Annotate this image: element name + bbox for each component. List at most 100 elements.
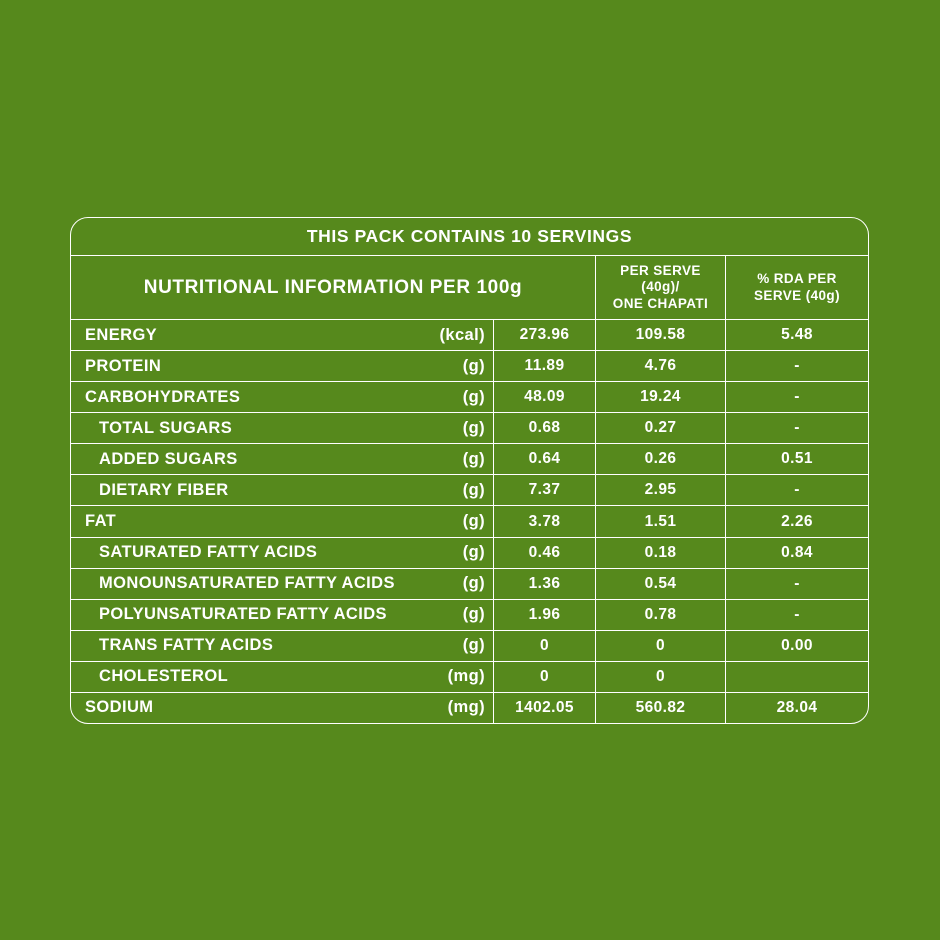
nutrient-row: CARBOHYDRATES (g) 48.09 19.24 - bbox=[71, 382, 868, 414]
nutrient-name: ENERGY bbox=[85, 325, 158, 344]
nutrient-unit: (g) bbox=[462, 543, 485, 562]
nutrient-name-cell: FAT (g) bbox=[71, 506, 494, 537]
nutrient-row: FAT (g) 3.78 1.51 2.26 bbox=[71, 506, 868, 538]
value-rda: 0.51 bbox=[781, 450, 813, 468]
nutrient-name: SODIUM bbox=[85, 698, 154, 717]
value-per-serve: 109.58 bbox=[596, 320, 726, 351]
nutrient-unit: (g) bbox=[462, 605, 485, 624]
header-rda-text: % RDA PER SERVE (40g) bbox=[754, 271, 840, 303]
nutrient-name: FAT bbox=[85, 512, 117, 530]
nutrient-row: MONOUNSATURATED FATTY ACIDS (g) 1.36 0.54 - bbox=[71, 568, 868, 600]
nutrient-name: DIETARY FIBER bbox=[99, 480, 229, 499]
header-per-serve-text: PER SERVE (40g)/ ONE CHAPATI bbox=[612, 263, 709, 311]
nutrient-unit: (g) bbox=[462, 387, 485, 406]
value-per-serve: 2.95 bbox=[596, 475, 726, 506]
header-per-serve: PER SERVE (40g)/ ONE CHAPATI bbox=[596, 256, 726, 319]
nutrient-unit: (g) bbox=[462, 636, 485, 655]
value-rda: - bbox=[794, 357, 800, 375]
nutrient-unit: (g) bbox=[462, 418, 485, 437]
header-nutritional-info-text: NUTRITIONAL INFORMATION PER 100g bbox=[143, 276, 523, 298]
value-per-100g: 0.46 bbox=[494, 537, 596, 568]
nutrient-unit: (mg) bbox=[447, 667, 485, 686]
nutrient-unit: (g) bbox=[462, 449, 485, 468]
value-per-100g: 3.78 bbox=[494, 506, 596, 537]
nutrient-name-cell: SATURATED FATTY ACIDS (g) bbox=[71, 537, 494, 568]
value-per-100g: 1.96 bbox=[494, 599, 596, 630]
nutrient-unit: (g) bbox=[462, 574, 485, 593]
value-rda: - bbox=[794, 574, 800, 592]
value-per-100g: 0 bbox=[494, 661, 596, 692]
value-per-serve: 0.18 bbox=[596, 537, 726, 568]
value-per-serve: 0.26 bbox=[596, 444, 726, 475]
nutrient-row: ADDED SUGARS (g) 0.64 0.26 0.51 bbox=[71, 444, 868, 476]
nutrient-name-cell: PROTEIN (g) bbox=[71, 351, 494, 382]
nutrition-facts-card: THIS PACK CONTAINS 10 SERVINGS NUTRITION… bbox=[70, 217, 869, 724]
nutrient-name-cell: DIETARY FIBER (g) bbox=[71, 475, 494, 506]
value-rda: - bbox=[794, 419, 800, 437]
value-rda: - bbox=[794, 605, 800, 623]
value-per-100g: 7.37 bbox=[494, 475, 596, 506]
nutrient-name: TRANS FATTY ACIDS bbox=[99, 636, 274, 655]
nutrient-name-cell: ADDED SUGARS (g) bbox=[71, 444, 494, 475]
value-rda: - bbox=[794, 481, 800, 499]
nutrient-row: SODIUM (mg) 1402.05 560.82 28.04 bbox=[71, 692, 868, 723]
nutrient-row: PROTEIN (g) 11.89 4.76 - bbox=[71, 351, 868, 383]
nutrient-name-cell: POLYUNSATURATED FATTY ACIDS (g) bbox=[71, 599, 494, 630]
nutrient-row: ENERGY (kcal) 273.96 109.58 5.48 bbox=[71, 320, 868, 352]
nutrient-name-cell: SODIUM (mg) bbox=[71, 692, 494, 723]
value-per-serve: 0.54 bbox=[596, 568, 726, 599]
value-per-serve: 19.24 bbox=[596, 382, 726, 413]
nutrient-row: SATURATED FATTY ACIDS (g) 0.46 0.18 0.84 bbox=[71, 537, 868, 569]
nutrient-name-cell: CHOLESTEROL (mg) bbox=[71, 661, 494, 692]
value-per-100g: 0.64 bbox=[494, 444, 596, 475]
value-per-serve: 4.76 bbox=[596, 351, 726, 382]
nutrient-name-cell: CARBOHYDRATES (g) bbox=[71, 382, 494, 413]
nutrient-name-cell: TOTAL SUGARS (g) bbox=[71, 413, 494, 444]
nutrient-unit: (mg) bbox=[447, 698, 485, 717]
nutrient-name: CHOLESTEROL bbox=[99, 667, 229, 686]
value-per-100g: 11.89 bbox=[494, 351, 596, 382]
nutrient-name: ADDED SUGARS bbox=[99, 449, 238, 468]
value-rda: 28.04 bbox=[776, 698, 818, 716]
value-rda: 0.84 bbox=[781, 543, 813, 561]
value-rda bbox=[726, 662, 868, 692]
value-per-100g: 273.96 bbox=[494, 320, 596, 351]
nutrient-unit: (g) bbox=[462, 512, 485, 530]
nutrient-unit: (g) bbox=[462, 356, 485, 375]
nutrient-name-cell: TRANS FATTY ACIDS (g) bbox=[71, 630, 494, 661]
header-nutritional-info: NUTRITIONAL INFORMATION PER 100g bbox=[71, 256, 596, 319]
value-per-serve: 0.27 bbox=[596, 413, 726, 444]
servings-banner: THIS PACK CONTAINS 10 SERVINGS bbox=[71, 218, 868, 256]
nutrient-name-cell: MONOUNSATURATED FATTY ACIDS (g) bbox=[71, 568, 494, 599]
nutrient-rows: ENERGY (kcal) 273.96 109.58 5.48 PROTEIN (g) 11… bbox=[71, 320, 868, 723]
nutrient-unit: (g) bbox=[462, 480, 485, 499]
nutrient-row: POLYUNSATURATED FATTY ACIDS (g) 1.96 0.78 - bbox=[71, 599, 868, 631]
table-header-row: NUTRITIONAL INFORMATION PER 100g PER SER… bbox=[71, 256, 868, 320]
value-per-serve: 1.51 bbox=[596, 506, 726, 537]
value-per-serve: 0.78 bbox=[596, 599, 726, 630]
nutrient-name: SATURATED FATTY ACIDS bbox=[99, 543, 318, 562]
nutrient-unit: (kcal) bbox=[439, 325, 485, 344]
nutrient-name: MONOUNSATURATED FATTY ACIDS bbox=[99, 574, 395, 593]
nutrient-row: TOTAL SUGARS (g) 0.68 0.27 - bbox=[71, 413, 868, 445]
nutrient-name: CARBOHYDRATES bbox=[85, 387, 241, 406]
nutrient-name-cell: ENERGY (kcal) bbox=[71, 320, 494, 351]
value-per-serve: 560.82 bbox=[596, 692, 726, 723]
value-rda: 0.00 bbox=[781, 636, 813, 654]
value-per-100g: 0.68 bbox=[494, 413, 596, 444]
value-per-100g: 1402.05 bbox=[494, 692, 596, 723]
header-rda: % RDA PER SERVE (40g) bbox=[726, 256, 868, 319]
value-per-serve: 0 bbox=[596, 630, 726, 661]
value-rda: 2.26 bbox=[781, 512, 813, 530]
nutrient-row: TRANS FATTY ACIDS (g) 0 0 0.00 bbox=[71, 630, 868, 662]
nutrient-name: TOTAL SUGARS bbox=[99, 418, 233, 437]
value-per-100g: 0 bbox=[494, 630, 596, 661]
nutrient-row: DIETARY FIBER (g) 7.37 2.95 - bbox=[71, 475, 868, 507]
nutrient-name: PROTEIN bbox=[85, 356, 162, 375]
value-rda: 5.48 bbox=[781, 326, 813, 344]
value-rda: - bbox=[794, 388, 800, 406]
value-per-100g: 1.36 bbox=[494, 568, 596, 599]
nutrient-row: CHOLESTEROL (mg) 0 0 bbox=[71, 661, 868, 693]
value-per-serve: 0 bbox=[596, 661, 726, 692]
